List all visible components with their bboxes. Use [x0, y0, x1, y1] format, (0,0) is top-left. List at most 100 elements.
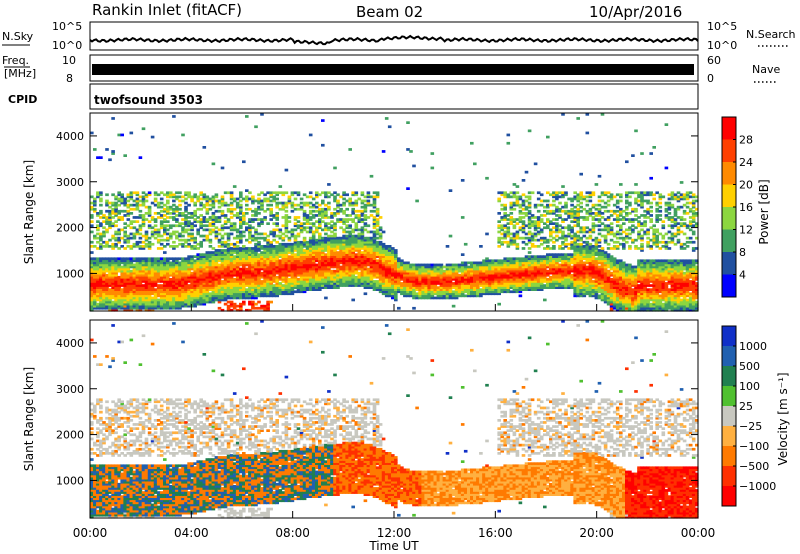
power-cell [546, 247, 550, 250]
power-cell [296, 278, 301, 281]
power-cell [485, 263, 489, 267]
power-cell [263, 275, 267, 279]
power-cell [260, 292, 264, 296]
power-cell [555, 286, 559, 289]
power-cell [181, 280, 185, 283]
power-cell [117, 296, 121, 300]
power-cell [290, 273, 295, 277]
power-cell [375, 288, 380, 291]
power-cell [223, 253, 228, 256]
power-cell [409, 269, 413, 273]
power-cell [99, 232, 103, 236]
power-cell [424, 284, 428, 287]
power-cell [284, 228, 289, 232]
power-cell [363, 267, 368, 271]
power-cell [311, 286, 316, 289]
power-cell [184, 197, 188, 201]
power-cell [321, 259, 325, 263]
power-cell [102, 257, 106, 261]
power-cell [239, 308, 243, 312]
power-cell [193, 220, 197, 223]
power-cell [372, 216, 377, 219]
power-cell [111, 193, 115, 197]
power-cell [208, 296, 213, 300]
power-cell [193, 245, 197, 248]
power-cell [357, 216, 362, 219]
power-cell [144, 193, 149, 197]
power-cell [460, 282, 465, 285]
power-cell [141, 261, 146, 265]
power-cell [515, 232, 520, 236]
power-cell [211, 203, 216, 207]
power-cell [117, 284, 121, 287]
power-cell [311, 263, 316, 267]
power-cell [96, 282, 100, 285]
power-cell [108, 294, 112, 298]
power-cell [105, 228, 109, 232]
power-cell [269, 257, 273, 261]
power-cell [378, 286, 383, 289]
power-cell [318, 251, 322, 254]
power-cell [433, 282, 438, 285]
power-cell [521, 228, 526, 232]
power-cell [211, 222, 216, 225]
power-cell [117, 191, 121, 195]
power-cell [497, 282, 501, 285]
power-cell [245, 294, 249, 298]
power-cell [175, 267, 179, 271]
nsky-frame [89, 21, 699, 51]
power-cell [476, 292, 480, 296]
power-cell [214, 259, 219, 263]
power-cell [232, 226, 237, 230]
power-cell [99, 263, 103, 267]
power-cell [138, 298, 143, 302]
power-cell [415, 294, 419, 298]
power-cell [150, 296, 155, 300]
power-cell [378, 282, 383, 285]
power-cell [406, 267, 410, 271]
power-cell [512, 240, 517, 244]
power-cell [299, 255, 304, 258]
power-cell [552, 226, 556, 230]
power-cell [299, 205, 304, 209]
power-cell [217, 300, 222, 304]
power-cell [269, 273, 273, 277]
power-cell [269, 242, 273, 246]
power-cell [299, 222, 304, 225]
power-cell [102, 300, 106, 304]
power-cell [497, 224, 501, 228]
power-cell [284, 220, 289, 223]
power-cell [375, 259, 380, 263]
power-cell [543, 214, 547, 217]
power-cell [506, 242, 511, 246]
power-cell [375, 267, 380, 271]
power-cell [512, 286, 517, 289]
power-cell [211, 247, 216, 250]
power-cell [311, 197, 316, 201]
power-cell [321, 271, 325, 275]
power-cell [457, 273, 462, 277]
power-cell [321, 220, 325, 223]
power-cell [460, 273, 465, 277]
power-cell [199, 267, 203, 271]
power-cell [248, 273, 252, 277]
power-cell [360, 261, 365, 265]
power-cell [196, 300, 200, 304]
power-cell [111, 222, 115, 225]
power-cell [144, 267, 149, 271]
power-cell [369, 209, 374, 213]
power-cell [342, 234, 346, 238]
power-cell [126, 195, 131, 199]
power-cell [181, 226, 185, 230]
power-cell [254, 242, 258, 246]
power-cell [391, 284, 395, 287]
power-cell [120, 197, 124, 201]
power-cell [400, 290, 404, 294]
power-cell [378, 257, 383, 261]
power-cell [394, 294, 398, 298]
power-cell [527, 271, 532, 275]
power-cell [327, 222, 331, 225]
power-cell [330, 212, 334, 215]
power-cell [181, 212, 185, 215]
power-cell [166, 273, 170, 277]
